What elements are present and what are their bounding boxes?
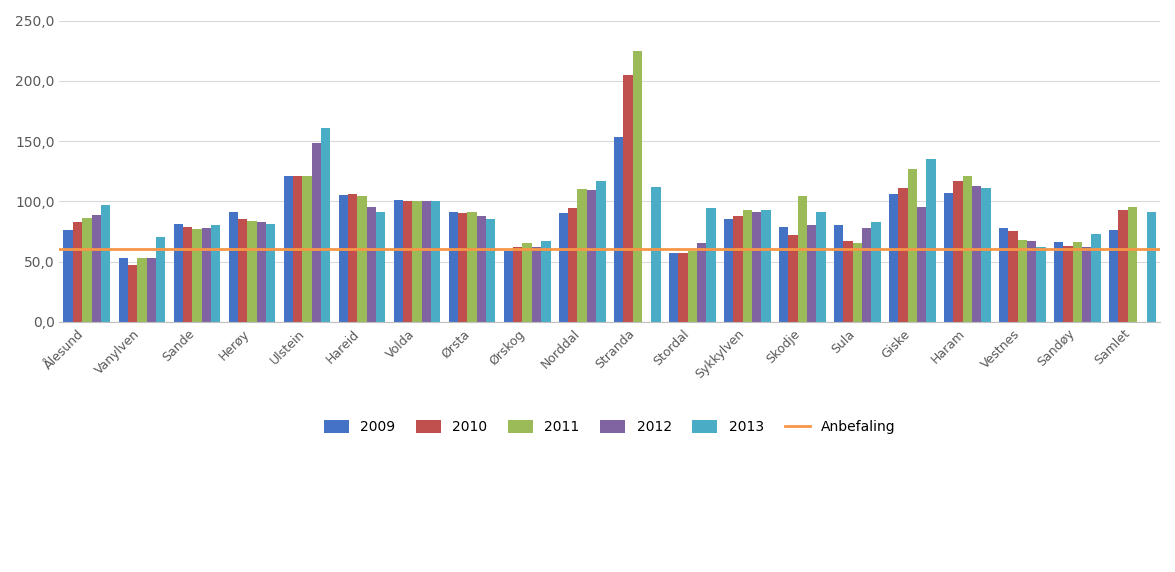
Bar bbox=[422, 201, 431, 322]
Bar bbox=[82, 218, 92, 322]
Bar bbox=[651, 187, 660, 322]
Bar bbox=[63, 230, 73, 322]
Bar bbox=[394, 200, 403, 322]
Bar bbox=[669, 253, 678, 322]
Bar bbox=[477, 216, 486, 322]
Bar bbox=[916, 207, 926, 322]
Bar bbox=[1027, 241, 1036, 322]
Bar bbox=[486, 219, 496, 322]
Bar bbox=[623, 75, 632, 322]
Bar bbox=[596, 181, 605, 322]
Bar bbox=[1147, 212, 1156, 322]
Bar bbox=[92, 214, 101, 322]
Bar bbox=[302, 176, 311, 322]
Bar bbox=[183, 227, 193, 322]
Bar bbox=[293, 176, 302, 322]
Bar bbox=[174, 224, 183, 322]
Bar bbox=[972, 185, 981, 322]
Bar bbox=[1119, 210, 1128, 322]
Bar bbox=[119, 258, 128, 322]
Bar bbox=[1082, 247, 1092, 322]
Bar bbox=[706, 208, 716, 322]
Bar bbox=[403, 201, 412, 322]
Bar bbox=[613, 137, 623, 322]
Bar bbox=[128, 265, 137, 322]
Bar bbox=[266, 224, 275, 322]
Bar bbox=[889, 194, 899, 322]
Bar bbox=[147, 258, 156, 322]
Bar bbox=[981, 188, 991, 322]
Bar bbox=[247, 221, 256, 322]
Bar bbox=[577, 189, 586, 322]
Bar bbox=[101, 205, 110, 322]
Bar bbox=[1128, 207, 1137, 322]
Bar bbox=[412, 201, 422, 322]
Bar bbox=[817, 212, 826, 322]
Bar bbox=[431, 201, 441, 322]
Bar bbox=[632, 51, 642, 322]
Bar bbox=[283, 176, 293, 322]
Bar bbox=[256, 222, 266, 322]
Bar bbox=[73, 222, 82, 322]
Bar bbox=[962, 176, 972, 322]
Bar bbox=[513, 247, 523, 322]
Bar bbox=[193, 229, 202, 322]
Bar bbox=[872, 222, 881, 322]
Bar bbox=[311, 144, 321, 322]
Bar bbox=[137, 258, 147, 322]
Bar bbox=[348, 194, 357, 322]
Bar bbox=[953, 181, 962, 322]
Bar bbox=[468, 212, 477, 322]
Bar bbox=[321, 128, 330, 322]
Bar bbox=[899, 188, 907, 322]
Bar bbox=[376, 212, 385, 322]
Bar bbox=[202, 228, 212, 322]
Bar bbox=[338, 195, 348, 322]
Bar bbox=[586, 190, 596, 322]
Bar bbox=[834, 225, 844, 322]
Bar bbox=[523, 244, 532, 322]
Bar bbox=[1018, 240, 1027, 322]
Bar bbox=[1008, 232, 1018, 322]
Bar bbox=[926, 159, 935, 322]
Bar bbox=[1036, 247, 1046, 322]
Bar bbox=[779, 227, 788, 322]
Bar bbox=[1092, 234, 1101, 322]
Bar bbox=[733, 216, 743, 322]
Legend: 2009, 2010, 2011, 2012, 2013, Anbefaling: 2009, 2010, 2011, 2012, 2013, Anbefaling bbox=[317, 414, 902, 442]
Bar bbox=[1109, 230, 1119, 322]
Bar bbox=[212, 225, 221, 322]
Bar bbox=[1073, 242, 1082, 322]
Bar bbox=[761, 210, 771, 322]
Bar bbox=[229, 212, 239, 322]
Bar bbox=[788, 235, 798, 322]
Bar bbox=[239, 219, 247, 322]
Bar bbox=[1054, 242, 1063, 322]
Bar bbox=[542, 241, 551, 322]
Bar bbox=[944, 193, 953, 322]
Bar bbox=[807, 225, 817, 322]
Bar bbox=[907, 169, 916, 322]
Bar bbox=[678, 253, 687, 322]
Bar bbox=[687, 251, 697, 322]
Bar bbox=[357, 196, 367, 322]
Bar bbox=[743, 210, 752, 322]
Bar bbox=[697, 244, 706, 322]
Bar bbox=[449, 212, 458, 322]
Bar bbox=[504, 251, 513, 322]
Bar bbox=[853, 244, 862, 322]
Bar bbox=[724, 219, 733, 322]
Bar bbox=[798, 196, 807, 322]
Bar bbox=[559, 213, 569, 322]
Bar bbox=[844, 241, 853, 322]
Bar bbox=[156, 237, 166, 322]
Bar bbox=[999, 228, 1008, 322]
Bar bbox=[367, 207, 376, 322]
Bar bbox=[458, 213, 468, 322]
Bar bbox=[752, 212, 761, 322]
Bar bbox=[569, 208, 577, 322]
Bar bbox=[862, 228, 872, 322]
Bar bbox=[1063, 246, 1073, 322]
Bar bbox=[532, 247, 542, 322]
